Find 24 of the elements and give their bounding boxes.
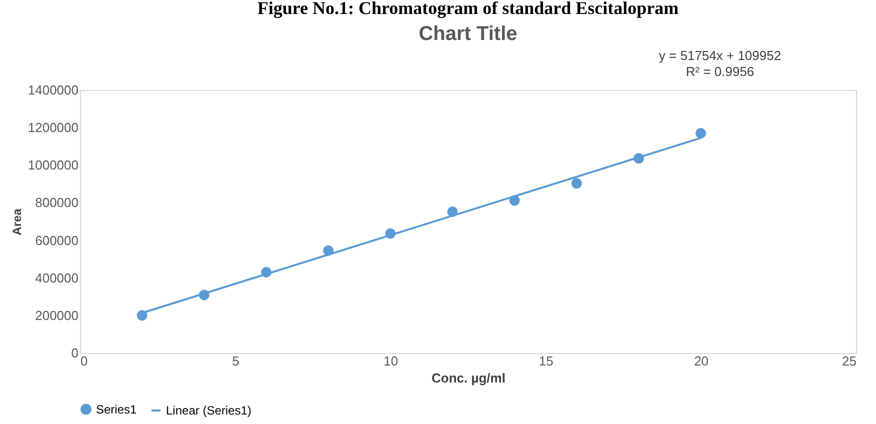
- text: R² = 0.9956: [686, 64, 754, 79]
- y-tick-label: 600000: [35, 232, 78, 248]
- x-tick-label: 0: [80, 354, 88, 368]
- point: [571, 178, 582, 189]
- text: Figure No.1: Chromatogram of standard Escitalopram: [257, 0, 679, 18]
- x-tick-label: 10: [384, 354, 398, 368]
- text: y = 51754x + 109952: [658, 48, 782, 63]
- y-tick-label: 1400000: [28, 82, 78, 98]
- x-tick-label: 20: [694, 354, 709, 368]
- x-tick-label: 15: [538, 354, 554, 368]
- y-tick-label: 800000: [35, 195, 78, 210]
- legend-label: Linear (Series1): [166, 404, 252, 418]
- y-tick-label: 1000000: [28, 158, 78, 173]
- point: [696, 128, 706, 138]
- y-tick-label: 1200000: [28, 120, 78, 136]
- point: [136, 310, 148, 321]
- y-axis-title: Area: [10, 208, 24, 236]
- y-tick-label: 200000: [35, 308, 78, 323]
- legend-label: Series1: [96, 402, 138, 416]
- chart-title: Chart Title: [418, 23, 518, 45]
- x-tick-label: 25: [842, 354, 856, 368]
- y-tick-label: 400000: [35, 270, 78, 286]
- x-tick-label: 5: [232, 354, 240, 368]
- x-axis-title: Conc. µg/ml: [432, 370, 506, 386]
